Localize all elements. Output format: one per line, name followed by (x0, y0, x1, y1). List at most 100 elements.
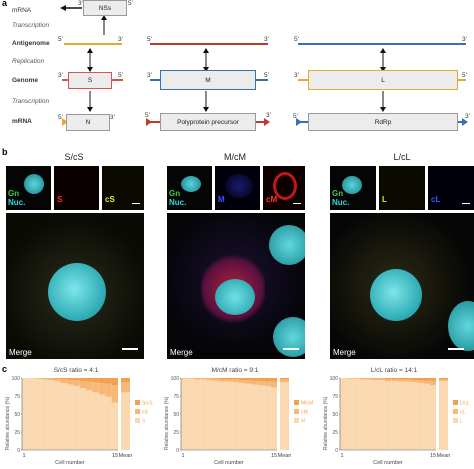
bar-M/cM (225, 378, 233, 380)
bar-cM (251, 380, 258, 385)
legend-label: M/cM (301, 401, 313, 407)
y-tick-label: 50 (14, 412, 20, 418)
x-tick-first: 1 (181, 453, 184, 459)
legend-label: cM (301, 410, 308, 416)
row-label-replication: Replication (12, 58, 45, 65)
m-antigenome-3end: 3' (264, 36, 269, 43)
y-tick-label: 0 (176, 448, 179, 454)
bar-M (257, 385, 265, 450)
bar-L (416, 383, 424, 450)
bar-cS (92, 382, 99, 393)
bar-S/cS (111, 378, 118, 386)
bar-L (378, 380, 385, 450)
bar-cM (257, 380, 265, 386)
l-merge-image: Merge (330, 213, 474, 359)
bar-L/cL (372, 378, 379, 379)
bar-L/cL (404, 378, 411, 380)
rdrp-5end: 5' (293, 113, 298, 120)
bar-cL (404, 379, 411, 382)
bar-M/cM (219, 378, 226, 380)
bar-cS (86, 381, 93, 391)
bar-S/cS (105, 378, 112, 384)
bar-M/cM (270, 378, 277, 382)
bar-L (372, 380, 379, 450)
bar-cS (121, 382, 130, 393)
y-tick-label: 75 (173, 394, 179, 400)
x-axis-label: Cell number (373, 460, 403, 466)
bar-cM (270, 381, 277, 388)
bar-M (280, 382, 289, 450)
bar-M/cM (232, 378, 239, 380)
row-label-mrna-top: mRNA (12, 7, 32, 14)
bar-S/cS (121, 378, 130, 383)
bar-M/cM (213, 378, 220, 379)
bar-L/cL (378, 378, 385, 379)
m-gn-nuc-tile: Gn Nuc. (167, 166, 212, 210)
bar-S (105, 396, 112, 450)
bar-L (439, 380, 448, 450)
m-tile: M (215, 166, 260, 210)
bar-S (41, 379, 48, 450)
x-tick-first: 1 (22, 453, 25, 459)
bar-cL (378, 378, 385, 381)
bar-L/cL (359, 378, 366, 379)
x-axis-label: Cell number (55, 460, 85, 466)
s-merge-image: Merge (6, 213, 144, 359)
y-tick-label: 100 (330, 376, 339, 382)
bar-L (423, 383, 430, 450)
bar-cM (193, 378, 201, 380)
bar-L (346, 378, 353, 450)
y-tick-label: 0 (335, 448, 338, 454)
bar-L/cL (397, 378, 404, 380)
y-tick-label: 25 (173, 430, 179, 436)
bar-L (365, 379, 372, 450)
panel-b-letter: b (2, 147, 8, 157)
l-genome-3end: 3' (294, 72, 299, 79)
bar-cS (47, 378, 54, 381)
bar-cM (206, 378, 213, 381)
bar-M (264, 385, 271, 450)
legend-label: cS (142, 410, 149, 416)
bar-cL (391, 379, 398, 381)
s-antigenome-5end: 5' (58, 36, 63, 43)
bar-cS (66, 380, 74, 385)
panel-c-letter: c (2, 364, 8, 374)
nss-5end: 5' (128, 0, 133, 7)
bar-cL (372, 378, 379, 381)
bar-M (181, 378, 188, 450)
legend-swatch (453, 400, 458, 405)
bar-S (60, 383, 67, 450)
bar-M (187, 378, 194, 450)
bar-cM (245, 380, 252, 384)
bar-cS (111, 385, 118, 403)
bar-cL (346, 378, 353, 379)
bar-S/cS (54, 378, 61, 379)
bar-L (410, 382, 417, 450)
bar-L (429, 385, 436, 450)
bar-S (54, 380, 61, 450)
n-mrna-3end: 3' (110, 114, 115, 121)
s-genome-3end: 3' (58, 72, 63, 79)
chart-ylabel: Relative abundance (%) (164, 396, 170, 450)
bar-M (225, 381, 233, 450)
title-l-cl: L/cL (393, 152, 411, 162)
bar-cM (219, 379, 226, 382)
bar-cS (105, 383, 112, 397)
y-tick-label: 75 (14, 394, 20, 400)
bar-S (121, 392, 130, 450)
bar-M (213, 380, 220, 450)
x-tick-last: 15 (271, 453, 277, 459)
bar-L (404, 381, 411, 450)
row-label-mrna-bottom: mRNA (12, 118, 32, 125)
title-s-cs: S/cS (64, 152, 84, 162)
l-tile: L (379, 166, 425, 210)
bar-M/cM (251, 378, 258, 381)
bar-M (245, 383, 252, 450)
bar-S (92, 392, 99, 450)
title-m-cm: M/cM (224, 152, 246, 162)
bar-cL (416, 380, 424, 384)
bar-cL (423, 380, 430, 384)
chart-title: L/cL ratio = 14:1 (371, 367, 418, 374)
x-tick-first: 1 (340, 453, 343, 459)
bar-cL (365, 378, 372, 380)
